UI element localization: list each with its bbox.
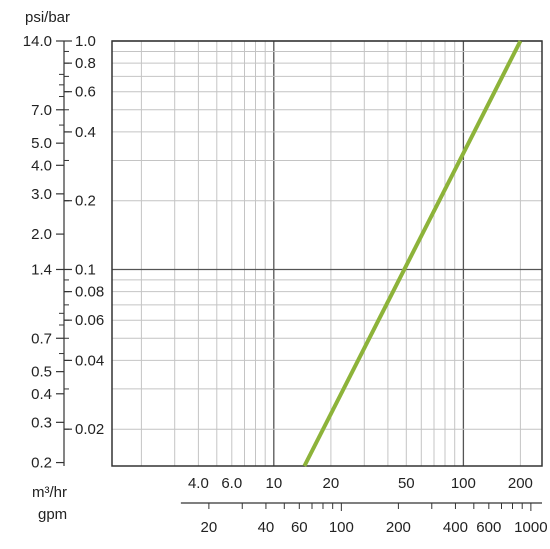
psi-tick-label: 0.2 [31,455,52,472]
series-line [302,40,523,467]
psi-tick-label: 14.0 [23,33,52,50]
grid-layer [112,40,542,466]
psi-tick-label: 0.4 [31,386,52,403]
psi-tick-label: 0.5 [31,364,52,381]
gpm-tick-label: 600 [476,519,501,536]
psi-tick-label: 3.0 [31,186,52,203]
psi-tick-label: 5.0 [31,135,52,152]
y-unit-label: psi/bar [25,9,70,26]
bar-tick-label: 0.04 [75,352,104,369]
psi-tick-label: 2.0 [31,226,52,243]
gpm-tick-label: 200 [386,519,411,536]
m3hr-tick-label: 4.0 [188,475,209,492]
bar-tick-label: 0.4 [75,124,96,141]
psi-tick-label: 0.7 [31,330,52,347]
bar-tick-label: 0.8 [75,55,96,72]
gpm-tick-label: 100 [329,519,354,536]
gpm-tick-label: 60 [291,519,308,536]
x-unit-label-bottom: gpm [38,506,67,523]
axis-layer: 1.0 0.8 0.6 0.4 0.2 0.1 0.08 0.06 0.04 0.02 14.0 7.… [23,33,548,536]
bar-tick-label: 0.02 [75,421,104,438]
psi-tick-label: 0.3 [31,414,52,431]
gpm-tick-label: 1000 [514,519,547,536]
m3hr-tick-label: 100 [451,475,476,492]
bar-tick-label: 0.1 [75,261,96,278]
bar-tick-label: 0.08 [75,284,104,301]
series-layer [302,40,523,467]
psi-tick-label: 7.0 [31,102,52,119]
gpm-tick-label: 20 [201,519,218,536]
gpm-tick-label: 40 [258,519,275,536]
bar-tick-label: 0.6 [75,84,96,101]
plot-frame [111,40,543,467]
psi-tick-label: 4.0 [31,157,52,174]
m3hr-tick-label: 6.0 [221,475,242,492]
m3hr-tick-label: 200 [508,475,533,492]
psi-tick-label: 1.4 [31,261,52,278]
bar-tick-label: 1.0 [75,33,96,50]
bar-tick-label: 0.2 [75,193,96,210]
m3hr-tick-label: 20 [323,475,340,492]
m3hr-tick-label: 10 [265,475,282,492]
x-unit-label-top: m³/hr [32,484,67,501]
gpm-tick-label: 400 [443,519,468,536]
bar-tick-label: 0.06 [75,312,104,329]
m3hr-tick-label: 50 [398,475,415,492]
